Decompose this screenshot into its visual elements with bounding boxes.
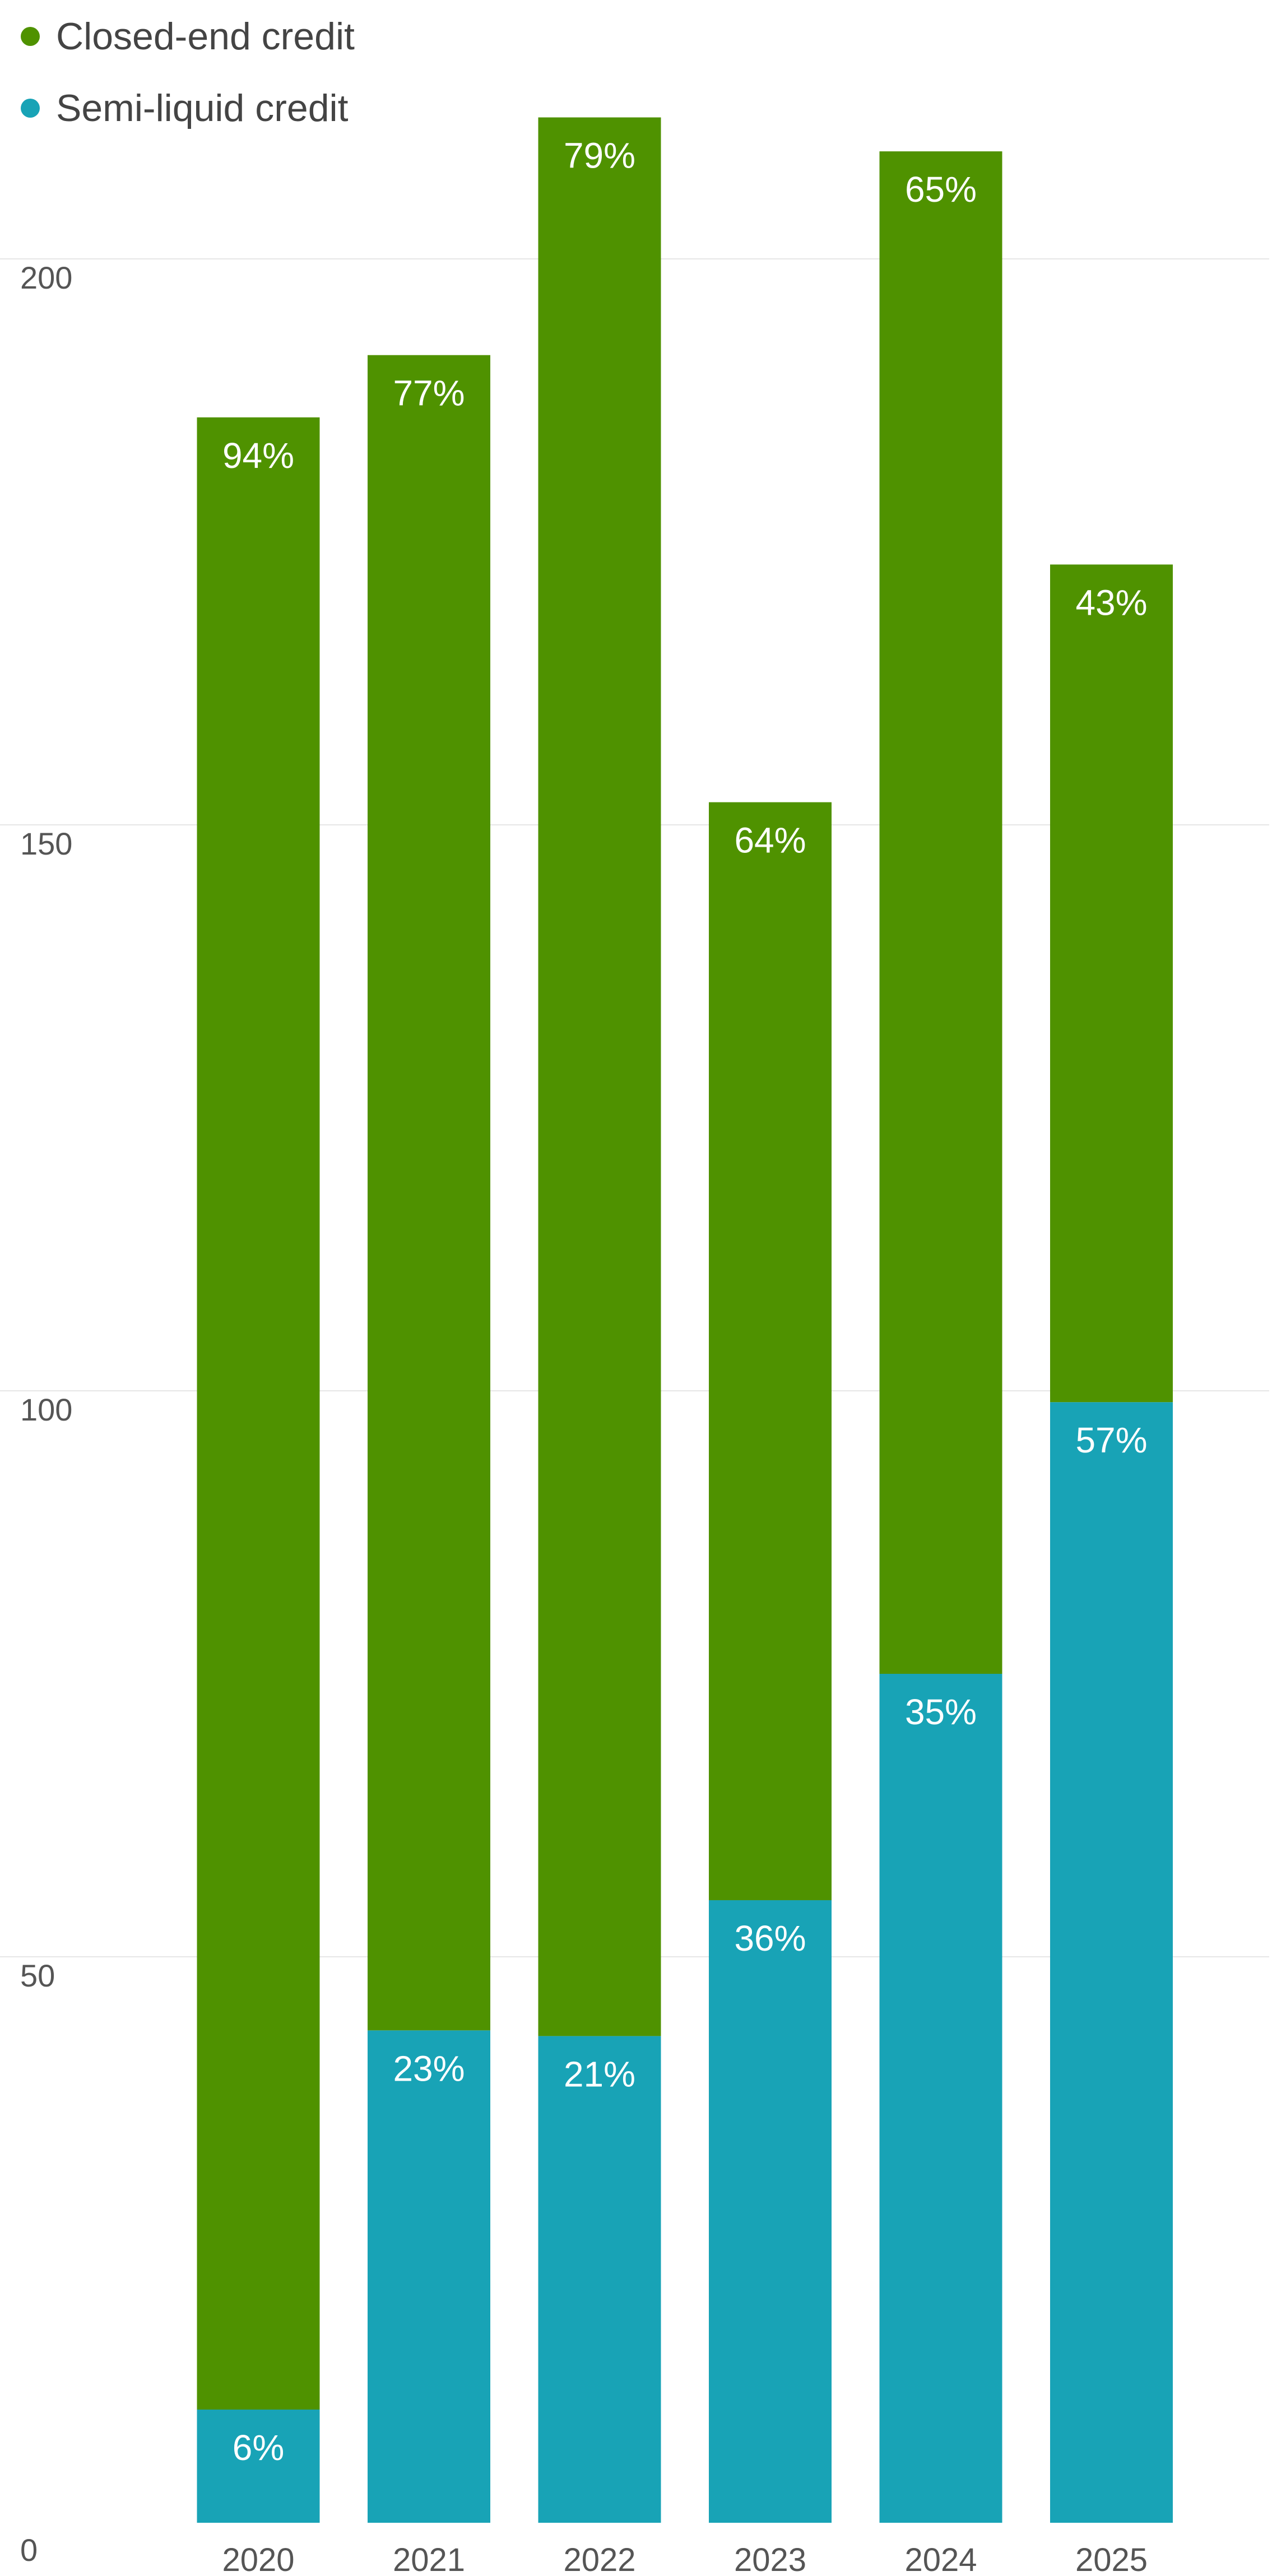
bar-semi-liquid-2023 <box>709 1900 832 2523</box>
y-tick-label: 50 <box>20 1958 55 1993</box>
bar-label-semi-liquid-2025: 57% <box>1075 1420 1147 1460</box>
y-tick-label: 100 <box>20 1392 72 1427</box>
bar-label-semi-liquid-2020: 6% <box>233 2428 285 2468</box>
bar-semi-liquid-2022 <box>538 2036 661 2523</box>
bar-closed-end-2021 <box>368 355 490 2031</box>
bar-label-semi-liquid-2023: 36% <box>734 1918 806 1958</box>
bar-semi-liquid-2021 <box>368 2030 490 2523</box>
y-axis: 0 50 100 150 200 <box>20 260 72 2568</box>
legend-swatch-semi-liquid <box>21 99 40 118</box>
y-tick-label: 200 <box>20 260 72 295</box>
x-tick-label-2020: 2020 <box>222 2542 294 2573</box>
bar-label-semi-liquid-2022: 21% <box>564 2054 635 2094</box>
bar-label-closed-end-2021: 77% <box>393 373 465 414</box>
x-axis: 2020 2021 2022 2023 2024 2025 <box>222 2542 1148 2576</box>
bar-semi-liquid-2024 <box>879 1674 1002 2523</box>
x-tick-label-2025: 2025 <box>1075 2542 1148 2573</box>
legend-swatch-closed-end <box>21 27 40 46</box>
x-tick-label-2022: 2022 <box>563 2542 635 2573</box>
bar-semi-liquid-2020 <box>197 2410 320 2523</box>
bar-closed-end-2023 <box>709 802 832 1900</box>
x-tick-label-2023: 2023 <box>734 2542 806 2573</box>
x-tick-label-2024: 2024 <box>904 2542 977 2573</box>
y-tick-label: 0 <box>20 2532 38 2568</box>
bar-label-semi-liquid-2024: 35% <box>905 1692 977 1732</box>
bar-closed-end-2020 <box>197 417 320 2410</box>
x-tick-label-2021: 2021 <box>393 2542 465 2573</box>
bar-closed-end-2022 <box>538 117 661 2036</box>
bar-label-closed-end-2023: 64% <box>734 820 806 861</box>
bar-label-closed-end-2022: 79% <box>564 136 635 176</box>
legend: Closed-end credit Semi-liquid credit <box>21 15 355 129</box>
bar-closed-end-2024 <box>879 151 1002 1674</box>
bar-label-closed-end-2020: 94% <box>222 435 294 476</box>
bar-label-closed-end-2024: 65% <box>905 169 977 210</box>
bar-closed-end-2025 <box>1050 564 1173 1403</box>
legend-label-semi-liquid: Semi-liquid credit <box>56 87 349 129</box>
bar-semi-liquid-2025 <box>1050 1402 1173 2523</box>
legend-label-closed-end: Closed-end credit <box>56 15 355 58</box>
bar-label-semi-liquid-2021: 23% <box>393 2048 465 2088</box>
bar-label-closed-end-2025: 43% <box>1075 582 1147 623</box>
bars: 6% 94% 23% 77% 21% 79% 36% 64% 35% 65% 57% 43% <box>197 117 1173 2523</box>
y-tick-label: 150 <box>20 826 72 861</box>
